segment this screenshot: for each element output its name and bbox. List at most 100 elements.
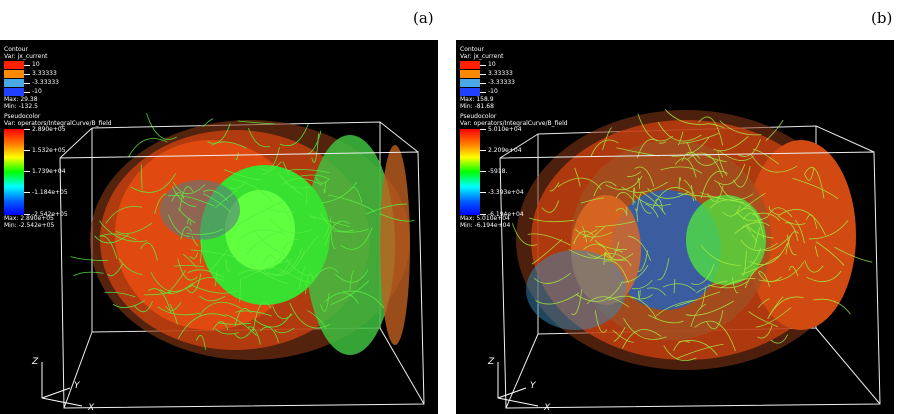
streamline [575,229,613,238]
streamline [179,186,194,212]
streamline [187,217,192,226]
streamline [794,219,805,244]
contour-swatch [460,61,480,69]
streamline [753,227,761,249]
streamline [719,120,762,136]
streamline [217,322,251,325]
streamline [686,141,719,166]
contour-swatch [460,88,480,96]
streamline [99,220,148,242]
streamline [713,163,746,185]
streamline [576,283,622,302]
streamline [732,277,739,294]
streamline [583,243,613,260]
streamline [305,273,315,295]
legend-a: Contour Var: jx_current 10 3.33333 -3.33… [4,46,112,229]
streamline [677,192,720,199]
streamline [167,270,186,294]
streamline [586,296,629,308]
streamline [273,255,283,264]
streamline [634,166,655,187]
streamline [541,200,560,213]
streamline [767,296,804,320]
contour-title: Contour [4,46,28,53]
streamline [804,260,824,273]
contour-min: Min: -81.68 [460,103,494,110]
panel-label-a: (a) [413,9,434,27]
streamline [189,277,225,288]
streamline [657,258,670,281]
streamline [274,327,295,334]
streamline [660,166,703,174]
streamline [281,238,299,253]
streamline [533,272,571,284]
streamline [582,229,598,238]
streamline [282,252,310,277]
axis-z-label: Z [487,357,495,367]
streamline [272,306,293,320]
pseudo-max: Max: 5.010e+04 [460,215,510,222]
streamline [224,314,257,336]
streamline [277,172,303,196]
streamline [769,209,780,216]
colorbar-tick: -5918. [488,168,508,175]
streamline [300,235,319,261]
streamline [707,280,750,289]
streamline [752,212,780,221]
streamline [112,300,145,308]
streamline [594,253,632,267]
streamline [185,273,202,293]
streamline [737,212,769,222]
streamline [768,205,771,211]
streamline [320,213,355,232]
streamline [238,270,271,276]
streamline [169,304,178,325]
streamline [332,228,369,233]
legend-b: Contour Var: jx_current 10 3.33333 -3.33… [460,46,568,229]
streamline [282,161,290,176]
streamline [335,269,369,283]
streamline [353,186,363,203]
streamline [792,177,839,200]
streamline [365,203,408,215]
streamline [247,326,261,345]
streamline [678,340,718,356]
pseudo-var: Var: operators/IntegralCurve/B_field [460,120,568,127]
streamline [648,314,684,324]
streamline [191,284,238,294]
streamline [99,235,118,260]
streamline [535,292,580,305]
streamline [327,194,376,212]
axis-y-label: Y [74,381,81,391]
axis-x-label: X [543,403,551,410]
streamline [734,192,766,216]
streamline [637,250,649,272]
streamline [315,176,330,184]
streamline [289,302,330,329]
streamline [324,220,350,247]
streamline [594,309,608,333]
streamline [199,295,226,302]
streamline [342,290,385,309]
contour-level: -3.33333 [32,79,59,86]
streamline [279,258,292,273]
contour-max: Max: 158.9 [460,96,494,103]
streamline [815,241,845,266]
contour-swatch [4,70,24,78]
streamline [590,226,605,242]
streamline [718,150,754,161]
streamline [608,295,657,319]
streamline [279,123,309,147]
streamline [180,226,192,240]
streamline [615,191,636,204]
contour-level: 10 [32,61,40,68]
axis-triad-a: Z Y X [31,357,95,410]
visualization-panel-b: Contour Var: jx_current 10 3.33333 -3.33… [456,40,894,414]
streamline [199,238,203,264]
streamline [242,259,290,279]
streamline [312,216,350,228]
streamline [741,225,751,233]
streamline [313,267,339,279]
streamline [511,223,538,246]
streamline [190,249,237,258]
